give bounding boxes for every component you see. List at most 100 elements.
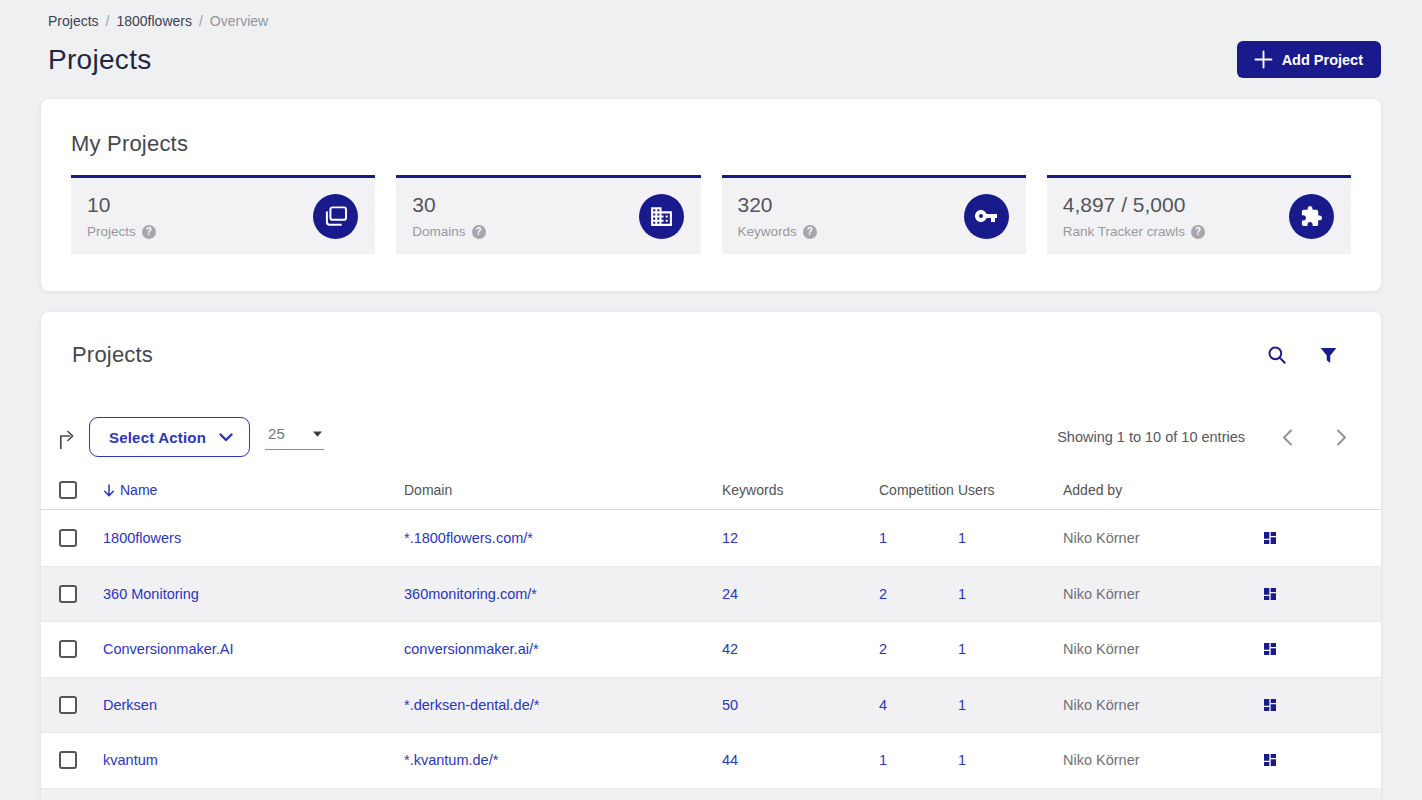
project-keywords-link[interactable]: 42 [722, 641, 738, 657]
select-all-checkbox[interactable] [59, 481, 77, 499]
filter-icon[interactable] [1318, 345, 1339, 366]
showing-entries-text: Showing 1 to 10 of 10 entries [1057, 429, 1245, 445]
project-competition-link[interactable]: 2 [879, 586, 887, 602]
stat-domains-label: Domains [412, 224, 465, 239]
help-icon[interactable]: ? [803, 225, 817, 239]
project-users-link[interactable]: 1 [958, 752, 966, 768]
help-icon[interactable]: ? [142, 225, 156, 239]
help-icon[interactable]: ? [1191, 225, 1205, 239]
breadcrumb-1800flowers[interactable]: 1800flowers [116, 13, 192, 29]
stat-keywords: 320 Keywords? [722, 175, 1026, 254]
building-icon [639, 194, 684, 239]
stat-projects: 10 Projects? [71, 175, 375, 254]
project-competition-link[interactable]: 1 [879, 530, 887, 546]
stats-row: 10 Projects? 30 Domains? [71, 175, 1351, 254]
projects-table-card: Projects Select Action [41, 312, 1381, 800]
dashboard-icon[interactable] [1262, 641, 1278, 657]
stat-crawls-label: Rank Tracker crawls [1063, 224, 1185, 239]
project-competition-link[interactable]: 2 [879, 641, 887, 657]
help-icon[interactable]: ? [472, 225, 486, 239]
stat-crawls: 4,897 / 5,000 Rank Tracker crawls? [1047, 175, 1351, 254]
dashboard-icon[interactable] [1262, 530, 1278, 546]
project-domain-link[interactable]: 360monitoring.com/* [404, 586, 537, 602]
export-icon[interactable] [59, 428, 75, 450]
project-name-link[interactable]: Derksen [103, 697, 157, 713]
table-header: Name Domain Keywords Competition Users A… [41, 471, 1381, 510]
project-competition-link[interactable]: 4 [879, 697, 887, 713]
table-controls: Select Action 25 Showing 1 to 10 of 10 e… [41, 417, 1381, 457]
project-name-link[interactable]: kvantum [103, 752, 158, 768]
next-page-icon[interactable] [1336, 429, 1347, 446]
stat-keywords-value: 320 [738, 193, 817, 217]
projects-table-title: Projects [72, 342, 153, 368]
row-checkbox[interactable] [59, 585, 77, 603]
my-projects-title: My Projects [71, 131, 1351, 157]
page-header: Projects Add Project [41, 41, 1381, 78]
project-competition-link[interactable]: 1 [879, 752, 887, 768]
table-row: 360 Monitoring 360monitoring.com/* 24 2 … [41, 566, 1381, 622]
project-users-link[interactable]: 1 [958, 530, 966, 546]
project-added-by: Niko Körner [1063, 697, 1262, 713]
caret-down-icon [313, 431, 322, 437]
row-checkbox[interactable] [59, 751, 77, 769]
project-added-by: Niko Körner [1063, 586, 1262, 602]
page: Projects/1800flowers/Overview Projects A… [0, 0, 1422, 800]
key-icon [964, 194, 1009, 239]
project-users-link[interactable]: 1 [958, 697, 966, 713]
column-header-domain[interactable]: Domain [404, 482, 722, 498]
stat-domains: 30 Domains? [396, 175, 700, 254]
project-name-link[interactable]: Conversionmaker.AI [103, 641, 234, 657]
plus-icon [1254, 50, 1273, 69]
row-checkbox[interactable] [59, 696, 77, 714]
breadcrumb-separator: / [199, 13, 203, 29]
project-domain-link[interactable]: *.kvantum.de/* [404, 752, 498, 768]
project-added-by: Niko Körner [1063, 641, 1262, 657]
project-name-link[interactable]: 360 Monitoring [103, 586, 199, 602]
dashboard-icon[interactable] [1262, 697, 1278, 713]
column-header-users[interactable]: Users [958, 482, 1063, 498]
search-icon[interactable] [1266, 344, 1288, 366]
dashboard-icon[interactable] [1262, 586, 1278, 602]
column-header-competition[interactable]: Competition [879, 482, 958, 498]
stat-domains-value: 30 [412, 193, 485, 217]
project-users-link[interactable]: 1 [958, 641, 966, 657]
project-domain-link[interactable]: *.1800flowers.com/* [404, 530, 533, 546]
row-checkbox[interactable] [59, 640, 77, 658]
breadcrumb-overview: Overview [210, 13, 268, 29]
sort-arrow-down-icon [103, 484, 115, 497]
table-row-partial [41, 788, 1381, 800]
stat-crawls-value: 4,897 / 5,000 [1063, 193, 1205, 217]
page-title: Projects [48, 44, 152, 76]
table-body: 1800flowers *.1800flowers.com/* 12 1 1 N… [41, 510, 1381, 800]
page-size-select[interactable]: 25 [265, 425, 324, 450]
stat-keywords-label: Keywords [738, 224, 797, 239]
dashboard-icon[interactable] [1262, 752, 1278, 768]
project-keywords-link[interactable]: 50 [722, 697, 738, 713]
breadcrumb: Projects/1800flowers/Overview [41, 0, 1381, 29]
column-header-name[interactable]: Name [103, 482, 404, 498]
column-header-keywords[interactable]: Keywords [722, 482, 879, 498]
table-row: Derksen *.derksen-dental.de/* 50 4 1 Nik… [41, 677, 1381, 733]
select-action-dropdown[interactable]: Select Action [89, 417, 250, 457]
table-row: kvantum *.kvantum.de/* 44 1 1 Niko Körne… [41, 732, 1381, 788]
stat-projects-value: 10 [87, 193, 156, 217]
project-name-link[interactable]: 1800flowers [103, 530, 181, 546]
project-keywords-link[interactable]: 24 [722, 586, 738, 602]
project-domain-link[interactable]: *.derksen-dental.de/* [404, 697, 539, 713]
stat-projects-label: Projects [87, 224, 136, 239]
table-row: Conversionmaker.AI conversionmaker.ai/* … [41, 621, 1381, 677]
project-keywords-link[interactable]: 44 [722, 752, 738, 768]
project-users-link[interactable]: 1 [958, 586, 966, 602]
row-checkbox[interactable] [59, 529, 77, 547]
projects-stack-icon [313, 194, 358, 239]
my-projects-card: My Projects 10 Projects? 30 Domains? [41, 99, 1381, 291]
project-keywords-link[interactable]: 12 [722, 530, 738, 546]
column-header-added-by[interactable]: Added by [1063, 482, 1262, 498]
puzzle-icon [1289, 194, 1334, 239]
table-row: 1800flowers *.1800flowers.com/* 12 1 1 N… [41, 510, 1381, 566]
project-domain-link[interactable]: conversionmaker.ai/* [404, 641, 539, 657]
breadcrumb-projects[interactable]: Projects [48, 13, 99, 29]
add-project-button[interactable]: Add Project [1237, 41, 1381, 78]
prev-page-icon[interactable] [1282, 429, 1293, 446]
project-added-by: Niko Körner [1063, 752, 1262, 768]
